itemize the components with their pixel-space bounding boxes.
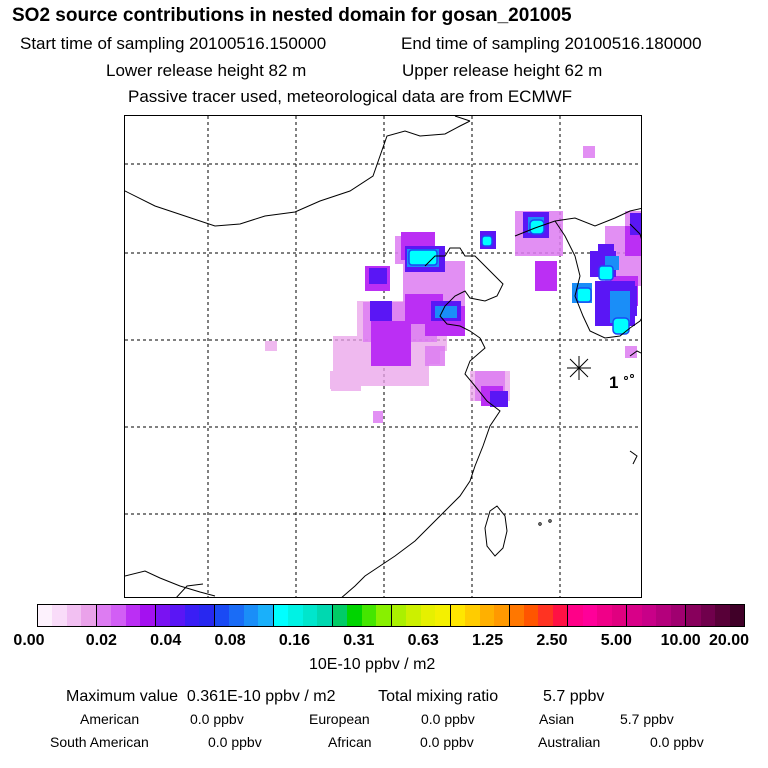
colorbar-segment [155,605,171,626]
source-name-south-american: South American [50,734,149,750]
release-lower: Lower release height 82 m [106,61,307,80]
colorbar-segment [568,605,583,626]
colorbar-segment [66,605,82,626]
colorbar-segment [125,605,141,626]
colorbar-segment [597,605,612,626]
colorbar-segment [656,605,671,626]
receptor-label: 1 [609,373,618,392]
colorbar-tick-label: 10.00 [660,632,701,649]
source-name-african: African [328,734,372,750]
colorbar-segment [81,605,97,626]
colorbar-segment [347,605,362,626]
colorbar-segment [552,605,569,626]
colorbar-segment [670,605,687,626]
colorbar-segment [96,605,112,626]
colorbar-segment [317,605,333,626]
colorbar-tick-label: 1.25 [471,632,504,649]
colorbar-segment [420,605,436,626]
colorbar-segment [229,605,244,626]
colorbar-segment [582,605,598,626]
source-value-asian: 5.7 ppbv [620,711,674,727]
colorbar-segment [376,605,392,626]
tracer-note: Passive tracer used, meteorological data… [128,87,573,106]
receptor-marker-icon [567,356,591,380]
colorbar-segment [52,605,67,626]
max-value: 0.361E-10 ppbv / m2 [186,688,336,705]
colorbar-segment [435,605,451,626]
colorbar-segment [715,605,730,626]
coastlines [125,116,641,597]
colorbar-unit: 10E-10 ppbv / m2 [309,656,436,673]
map-panel: 1 [124,115,642,598]
colorbar-tick-label: 2.50 [536,632,568,649]
source-name-asian: Asian [539,711,575,727]
source-name-american: American [80,711,140,727]
colorbar-segment [641,605,657,626]
source-value-south-american: 0.0 ppbv [208,734,262,750]
colorbar-segment [479,605,495,626]
colorbar-segment [140,605,156,626]
colorbar-segment [258,605,274,626]
colorbar-segment [184,605,200,626]
source-value-european: 0.0 ppbv [421,711,475,727]
colorbar-segment [199,605,215,626]
colorbar-segment [509,605,524,626]
colorbar-tick-label: 0.16 [278,632,311,649]
release-upper: Upper release height 62 m [402,61,603,80]
colorbar-segment [302,605,318,626]
source-name-european: European [309,711,370,727]
colorbar-segment [273,605,289,626]
colorbar-segment [700,605,716,626]
colorbar-segment [465,605,480,626]
colorbar-tick-label: 0.31 [343,632,375,649]
total-label: Total mixing ratio [378,688,499,705]
colorbar-segment [391,605,407,626]
sampling-end: End time of sampling 20100516.180000 [401,34,702,53]
map-title: SO2 source contributions in nested domai… [12,5,572,26]
colorbar-segment [170,605,185,626]
colorbar-segment [361,605,377,626]
colorbar-segment [243,605,259,626]
source-value-african: 0.0 ppbv [420,734,474,750]
source-name-australian: Australian [538,734,601,750]
colorbar [37,604,745,627]
colorbar-segment [523,605,539,626]
map-canvas: 1 [125,116,641,597]
colorbar-segment [729,605,745,626]
colorbar-tick-label: 20.00 [708,632,750,649]
colorbar-segment [494,605,510,626]
colorbar-segment [288,605,303,626]
total-value: 5.7 ppbv [543,688,605,705]
source-value-american: 0.0 ppbv [190,711,244,727]
colorbar-tick-label: 0.04 [150,632,182,649]
colorbar-segment [406,605,421,626]
colorbar-segment [611,605,628,626]
colorbar-segment [332,605,348,626]
source-value-australian: 0.0 ppbv [650,734,704,750]
max-label: Maximum value [66,688,179,705]
colorbar-tick-label: 0.00 [13,632,45,649]
colorbar-segment [686,605,701,626]
map-gridlines [125,116,641,597]
colorbar-tick-label: 0.63 [407,632,439,649]
colorbar-segment [111,605,126,626]
colorbar-segment [538,605,553,626]
colorbar-tick-label: 0.08 [214,632,246,649]
sampling-start: Start time of sampling 20100516.150000 [20,34,327,53]
colorbar-segment [627,605,642,626]
so2-concentration-plume [265,146,641,423]
colorbar-segment [38,605,53,626]
summary-row: Maximum value 0.361E-10 ppbv / m2 Total … [66,689,604,705]
colorbar-tick-label: 5.00 [600,632,632,649]
colorbar-tick-label: 0.02 [85,632,117,649]
colorbar-segment [450,605,466,626]
colorbar-segment [214,605,230,626]
